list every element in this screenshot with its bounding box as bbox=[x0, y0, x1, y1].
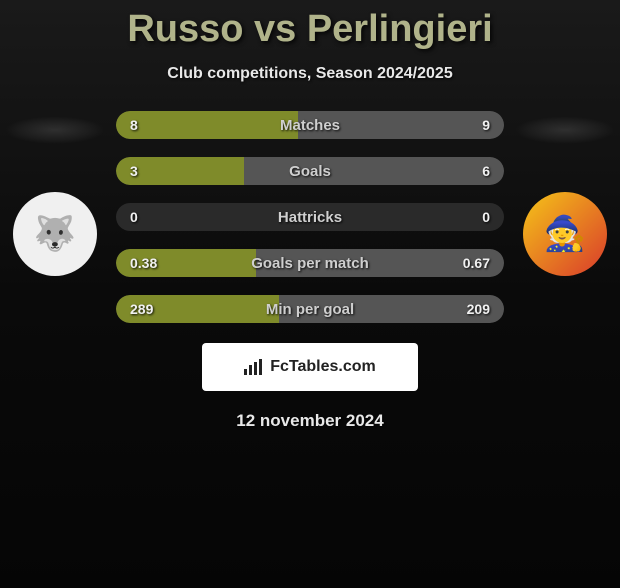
stat-label: Min per goal bbox=[116, 301, 504, 318]
stat-value-left: 0 bbox=[130, 209, 138, 225]
stat-row: Hattricks0 0 bbox=[116, 203, 504, 231]
chart-icon bbox=[244, 359, 264, 375]
shadow-ellipse-right bbox=[515, 116, 615, 144]
right-side: 🧙 bbox=[510, 111, 620, 323]
date: 12 november 2024 bbox=[0, 411, 620, 431]
stat-value-right: 6 bbox=[482, 163, 490, 179]
stat-value-right: 9 bbox=[482, 117, 490, 133]
stat-value-left: 8 bbox=[130, 117, 138, 133]
stat-row: Goals per match0.38 0.67 bbox=[116, 249, 504, 277]
stat-row: Matches8 9 bbox=[116, 111, 504, 139]
stats-column: Matches8 9 Goals3 6 Hattricks0 0 Goals per mat… bbox=[110, 111, 510, 323]
watermark: FcTables.com bbox=[202, 343, 418, 391]
watermark-text: FcTables.com bbox=[270, 358, 376, 376]
stat-label: Hattricks bbox=[116, 209, 504, 226]
stat-value-left: 3 bbox=[130, 163, 138, 179]
stat-value-left: 289 bbox=[130, 301, 153, 317]
shadow-ellipse-left bbox=[5, 116, 105, 144]
stat-row: Goals3 6 bbox=[116, 157, 504, 185]
stat-row: Min per goal289 209 bbox=[116, 295, 504, 323]
subtitle: Club competitions, Season 2024/2025 bbox=[0, 65, 620, 83]
stat-value-left: 0.38 bbox=[130, 255, 157, 271]
stat-value-right: 0.67 bbox=[463, 255, 490, 271]
left-side: 🐺 bbox=[0, 111, 110, 323]
stat-label: Goals bbox=[116, 163, 504, 180]
page-title: Russo vs Perlingieri bbox=[0, 8, 620, 51]
stat-value-right: 0 bbox=[482, 209, 490, 225]
left-crest-icon: 🐺 bbox=[13, 192, 97, 276]
comparison-layout: 🐺 Matches8 9 Goals3 6 Hattricks0 0 Goals per m… bbox=[0, 111, 620, 323]
stat-value-right: 209 bbox=[467, 301, 490, 317]
right-crest-icon: 🧙 bbox=[523, 192, 607, 276]
stat-label: Goals per match bbox=[116, 255, 504, 272]
stat-label: Matches bbox=[116, 117, 504, 134]
